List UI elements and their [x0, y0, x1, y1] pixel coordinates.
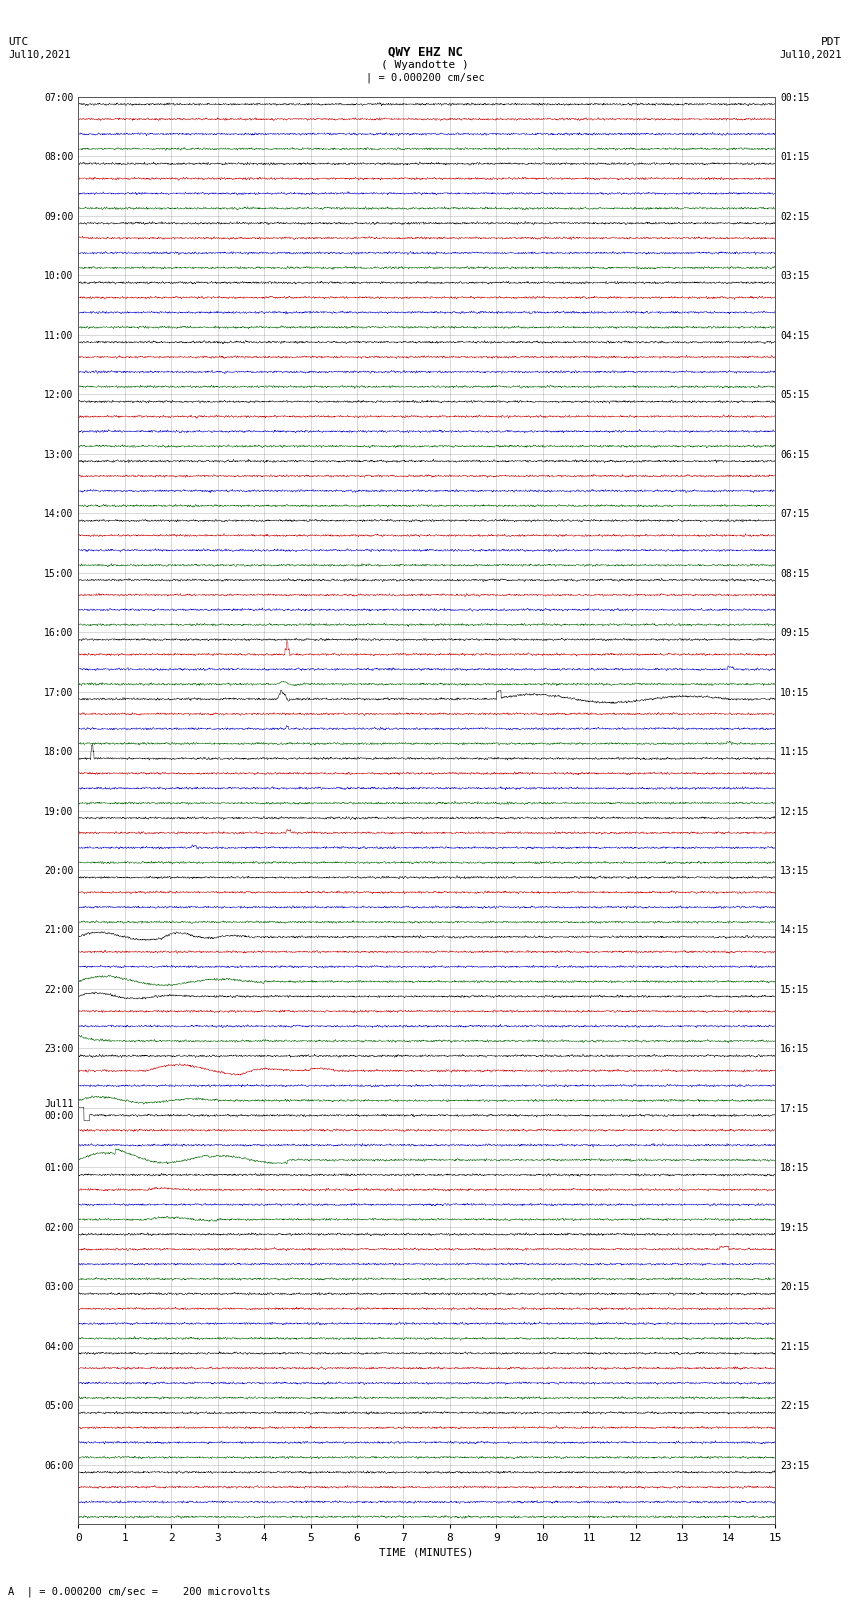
Text: PDT: PDT	[821, 37, 842, 47]
Text: | = 0.000200 cm/sec: | = 0.000200 cm/sec	[366, 73, 484, 84]
Text: A  | = 0.000200 cm/sec =    200 microvolts: A | = 0.000200 cm/sec = 200 microvolts	[8, 1586, 271, 1597]
Text: Jul10,2021: Jul10,2021	[8, 50, 71, 60]
Text: QWY EHZ NC: QWY EHZ NC	[388, 45, 462, 58]
Text: UTC: UTC	[8, 37, 29, 47]
X-axis label: TIME (MINUTES): TIME (MINUTES)	[379, 1547, 474, 1558]
Text: ( Wyandotte ): ( Wyandotte )	[381, 60, 469, 69]
Text: Jul10,2021: Jul10,2021	[779, 50, 842, 60]
